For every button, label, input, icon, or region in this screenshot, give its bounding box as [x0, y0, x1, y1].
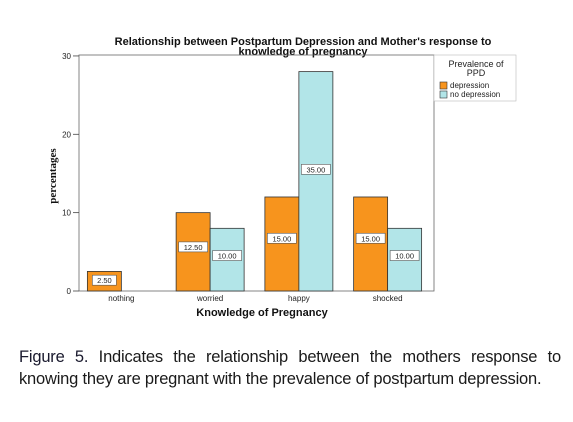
data-label-box [389, 250, 420, 261]
data-label-box [355, 232, 386, 244]
caption-label: Figure 5. [19, 348, 89, 366]
legend: Prevalence of PPD depression no depressi… [433, 54, 517, 102]
y-tick-label: 30 [62, 52, 71, 61]
x-axis: nothing worried happy shocked [108, 294, 402, 303]
chart-title-line-1: Relationship between Postpartum Depressi… [115, 36, 492, 48]
legend-label-no-depression: no depression [450, 90, 500, 99]
legend-box [433, 54, 517, 102]
x-tick-label: shocked [373, 294, 403, 303]
plot-area [78, 54, 435, 292]
data-label-box [301, 164, 331, 175]
x-tick-label: nothing [108, 294, 134, 303]
legend-swatch-no-depression [439, 90, 448, 99]
data-label-box [267, 232, 297, 244]
y-axis: 0 10 20 30 [62, 52, 79, 296]
y-tick-label: 20 [62, 130, 71, 139]
chart-title-line-2: knowledge of pregnancy [239, 46, 369, 58]
bars: 2.50 12.50 10.00 15.00 35.00 15.00 10.00 [86, 71, 423, 292]
data-label: 15.00 [361, 234, 380, 243]
caption-text: Indicates the relationship between the m… [19, 348, 561, 388]
legend-title-line-2: PPD [467, 68, 486, 78]
data-label: 35.00 [306, 165, 325, 174]
y-axis-label: percentages [47, 148, 59, 204]
data-label-box [92, 274, 117, 286]
data-label-box [178, 241, 208, 253]
legend-title-line-1: Prevalence of [448, 59, 504, 69]
data-label: 2.50 [97, 276, 112, 285]
x-axis-label: Knowledge of Pregnancy [196, 307, 328, 319]
legend-swatch-depression [439, 81, 448, 90]
x-tick-label: happy [288, 294, 310, 303]
bar-depression-happy [264, 196, 300, 292]
chart: Relationship between Postpartum Depressi… [47, 36, 517, 319]
y-tick-label: 10 [62, 209, 71, 218]
y-tick-label: 0 [67, 287, 72, 296]
bar-depression-shocked [353, 196, 389, 292]
data-label: 10.00 [395, 252, 414, 261]
legend-label-depression: depression [450, 81, 489, 90]
data-label: 12.50 [184, 243, 203, 252]
bar-no-depression-happy [298, 71, 334, 292]
data-label: 15.00 [272, 234, 291, 243]
figure-caption: Figure 5. Indicates the relationship bet… [19, 346, 561, 390]
data-label-box [212, 250, 242, 261]
data-label: 10.00 [218, 252, 237, 261]
x-tick-label: worried [196, 294, 223, 303]
